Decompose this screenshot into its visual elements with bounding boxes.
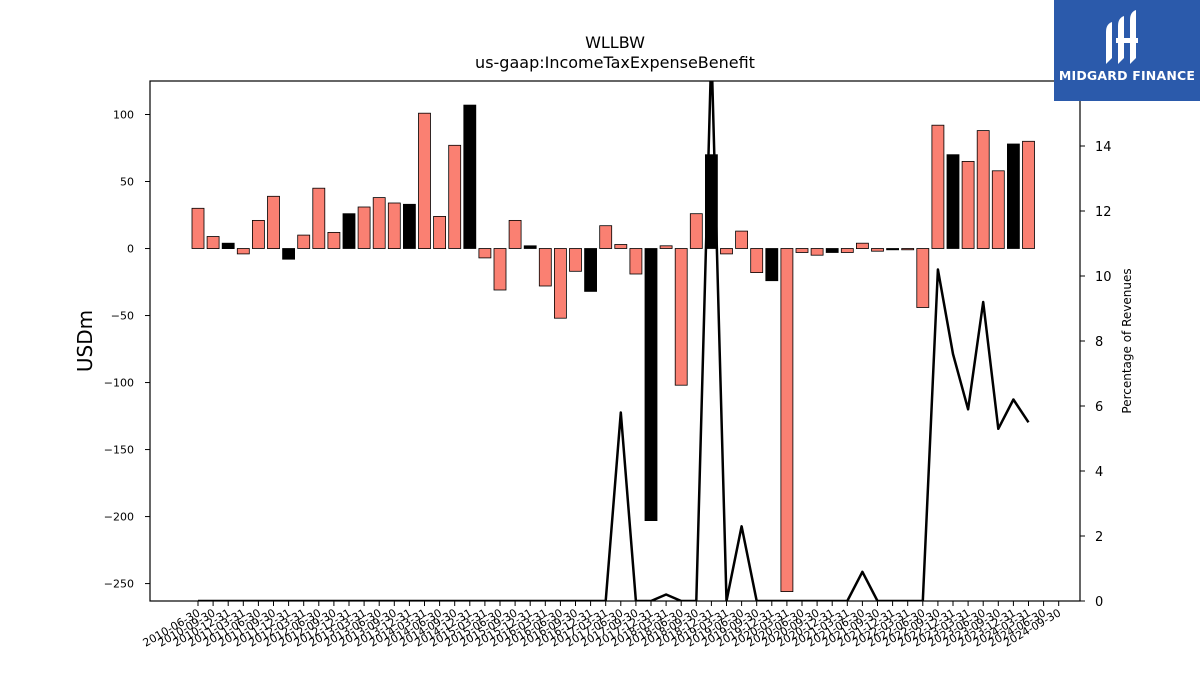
y-tick-label: −200 (104, 511, 134, 524)
bar (554, 248, 567, 319)
bar (478, 248, 492, 259)
y2-tick-label: 8 (1095, 335, 1103, 350)
brand-logo: MIDGARD FINANCE (1054, 0, 1200, 101)
bar (297, 234, 311, 249)
bar (840, 248, 854, 253)
bar (644, 248, 658, 522)
bar (946, 154, 960, 249)
bars-group (191, 104, 1035, 593)
bar (720, 248, 733, 255)
bar (523, 245, 537, 249)
bar (206, 236, 220, 250)
bar (1022, 140, 1035, 249)
y2-tick-label: 12 (1095, 205, 1112, 220)
chart-subtitle: us-gaap:IncomeTaxExpenseBenefit (475, 53, 755, 72)
bar (689, 213, 703, 249)
bar (780, 248, 794, 593)
bar (342, 213, 356, 249)
bar (236, 248, 250, 255)
bar (825, 248, 839, 253)
bar (991, 170, 1005, 249)
bar (418, 112, 431, 249)
chart-title: WLLBW (585, 33, 645, 52)
percentage-line (198, 81, 1030, 601)
bar (372, 197, 386, 249)
y-axis-label: USDm (73, 310, 97, 372)
y2-tick-label: 14 (1095, 140, 1112, 155)
y-tick-label: 0 (127, 243, 134, 256)
bar (191, 207, 205, 249)
bar (765, 248, 779, 282)
y2-tick-label: 2 (1095, 530, 1103, 545)
y-tick-label: −50 (111, 310, 134, 323)
bar (795, 248, 809, 253)
bar (810, 248, 824, 256)
y2-tick-label: 4 (1095, 465, 1103, 480)
y2-axis-label: Percentage of Revenues (1120, 268, 1134, 413)
bar (327, 231, 341, 249)
logo-mark-icon (1106, 10, 1138, 64)
bar (448, 144, 462, 249)
bar (267, 195, 280, 250)
bar (614, 244, 628, 249)
y2-tick-label: 0 (1095, 595, 1103, 610)
bar (508, 219, 522, 249)
bar (735, 230, 748, 249)
bar (312, 187, 326, 249)
bar (538, 248, 552, 287)
bar (402, 203, 416, 249)
bar (433, 215, 447, 249)
bar (1007, 143, 1020, 249)
bar (357, 206, 371, 249)
bar (750, 248, 764, 274)
y-tick-label: −250 (104, 578, 134, 591)
line-group (198, 81, 1030, 601)
bar (886, 248, 899, 251)
bar (282, 248, 296, 260)
y2-tick-label: 10 (1095, 270, 1112, 285)
bar (463, 104, 477, 249)
bar (674, 248, 688, 386)
y-tick-label: −100 (104, 377, 134, 390)
bar (931, 124, 945, 249)
bar (659, 245, 673, 249)
logo-text: MIDGARD FINANCE (1058, 68, 1196, 83)
bar (916, 248, 930, 308)
bar (901, 248, 915, 251)
bar (871, 248, 884, 252)
bar (961, 160, 975, 249)
y2-tick-label: 6 (1095, 400, 1103, 415)
bar (251, 219, 265, 249)
bar (976, 130, 990, 249)
bar (569, 248, 582, 272)
y-tick-label: −150 (104, 444, 134, 457)
bar (387, 202, 401, 249)
bar (629, 248, 643, 275)
axes-group: 100500−50−100−150−200−250024681012142010… (104, 80, 1112, 650)
bar (221, 242, 235, 249)
y-tick-label: 50 (120, 176, 134, 189)
bar (856, 242, 869, 249)
bar (599, 225, 613, 249)
bar (584, 248, 597, 292)
bar (493, 248, 507, 291)
y-tick-label: 100 (113, 109, 134, 122)
